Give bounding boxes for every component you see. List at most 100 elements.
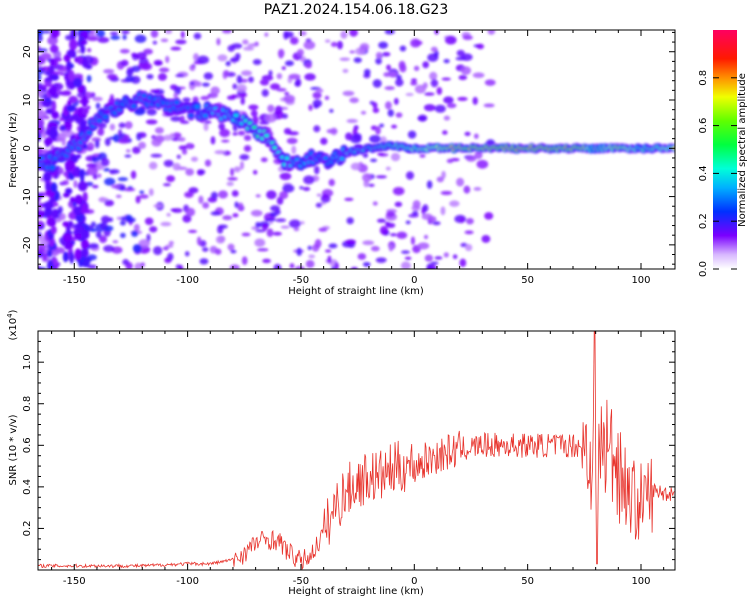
spectral-blob [170,116,182,122]
spectral-blob [248,104,259,111]
spectral-blob [50,74,60,81]
spectral-blob [200,95,210,101]
colorbar-label: Normalized spectral amplitude [737,73,748,227]
spectral-blob [42,254,48,262]
spectral-blob [282,184,295,193]
spectral-blob [293,226,300,232]
spectral-blob [315,202,323,208]
spectral-blob [239,161,245,170]
spectral-blob [132,243,142,253]
spectral-blob [100,215,111,224]
spectral-blob [70,30,77,40]
spectral-blob [181,148,188,155]
spectral-blob [80,39,88,45]
spectrogram-scatter-cloud [38,30,496,269]
spectral-blob [281,66,286,70]
spectral-blob [44,201,54,209]
spectral-blob [160,38,169,43]
spectral-blob [487,30,496,35]
spectral-blob [379,225,389,235]
spectral-blob [443,59,450,64]
spectral-blob [74,194,83,205]
spectral-blob [318,227,328,232]
ridge-core [203,114,208,118]
spectral-blob [393,97,399,105]
spectral-blob [91,156,97,162]
spectral-blob [312,99,323,108]
spectral-blob [264,218,277,222]
spectral-blob [388,244,394,252]
spectral-blob [304,73,316,81]
spectral-blob [386,64,391,71]
spectral-blob [483,103,495,108]
spectral-blob [286,137,298,145]
spectral-blob [299,186,304,190]
y-tick-label: 0.2 [22,520,33,536]
spectral-blob [342,90,355,97]
ridge-core [233,113,239,117]
spectrogram-ridge [38,89,675,173]
spectral-blob [349,30,358,37]
spectral-blob [131,65,141,73]
spectral-blob [166,213,171,217]
spectral-blob [149,226,158,233]
spectral-blob [135,195,141,204]
spectral-blob [257,248,269,252]
spectral-blob [38,231,42,238]
spectral-blob [62,180,69,186]
spectral-blob [65,118,75,123]
spectral-blob [74,233,83,240]
spectral-blob [65,187,73,195]
spectral-blob [103,245,115,253]
y-tick-label: 10 [22,94,33,107]
spectral-blob [215,235,225,244]
spectral-blob [95,30,106,38]
spectral-blob [258,121,270,125]
spectral-blob [472,96,478,105]
spectral-blob [353,133,362,141]
spectral-blob [322,193,328,199]
spectral-blob [237,202,244,210]
spectral-blob [97,37,110,43]
spectral-blob [115,194,122,199]
spectral-blob [346,217,354,225]
spectral-blob [62,221,69,228]
spectral-blob [384,30,395,35]
ridge-mid [102,114,109,120]
spectral-blob [250,109,258,117]
spectral-blob [225,60,231,67]
spectral-blob [169,133,175,138]
spectral-blob [350,162,362,171]
spectral-blob [104,177,116,186]
spectral-blob [219,128,231,138]
colorbar-tick-label: 0.8 [698,70,709,86]
spectral-blob [484,212,494,220]
spectral-blob [188,229,198,233]
spectral-blob [334,261,339,269]
spectral-blob [455,56,467,61]
spectral-blob [386,211,396,218]
spectral-blob [82,191,88,203]
spectral-blob [150,153,163,158]
spectral-blob [243,145,252,152]
spectral-blob [152,40,158,45]
spectral-blob [180,30,185,39]
spectral-blob [353,57,362,63]
spectral-blob [217,225,224,234]
spectral-blob [303,40,316,50]
spectral-blob [270,205,280,212]
spectral-blob [452,254,458,260]
spectral-blob [417,242,430,250]
ridge-core [272,146,277,150]
spectral-blob [144,217,154,226]
spectral-blob [382,52,391,57]
spectral-blob [274,105,283,115]
spectral-blob [277,48,285,58]
spectral-blob [405,171,415,180]
spectral-blob [198,195,204,204]
spectral-blob [227,44,235,52]
spectral-blob [66,64,71,70]
spectral-blob [117,177,129,182]
spectral-blob [81,230,90,240]
